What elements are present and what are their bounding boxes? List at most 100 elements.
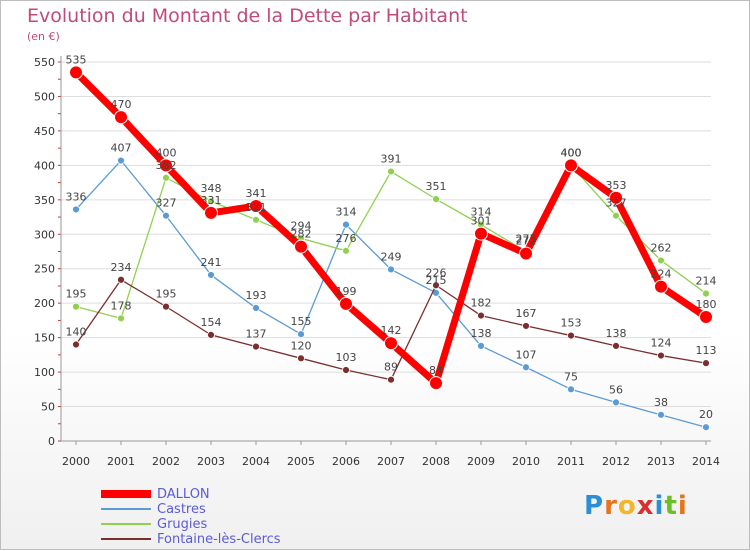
data-label: 351 (426, 180, 447, 193)
data-label: 262 (651, 241, 672, 254)
data-label: 314 (336, 206, 357, 219)
data-point (387, 167, 395, 176)
legend-item: Grugies (101, 516, 208, 532)
data-point (522, 322, 530, 330)
data-label: 215 (426, 274, 447, 287)
data-point (69, 65, 83, 80)
proxiti-logo: Proxiti (584, 491, 688, 521)
x-tick-label: 2010 (512, 455, 540, 468)
data-point (72, 302, 80, 311)
data-label: 241 (201, 256, 222, 269)
y-tick-label: 400 (34, 159, 55, 172)
x-tick-label: 2014 (692, 455, 720, 468)
logo-letter: i (654, 491, 665, 521)
data-point (432, 281, 440, 290)
data-point (609, 190, 623, 205)
data-point (387, 265, 395, 274)
chart-subtitle: (en €) (27, 30, 60, 43)
data-label: 382 (156, 159, 177, 172)
data-label: 137 (246, 328, 267, 341)
legend-label: Grugies (157, 516, 208, 532)
data-label: 182 (471, 297, 492, 310)
data-point (477, 311, 485, 320)
data-point (297, 354, 305, 363)
legend-item: DALLON (101, 487, 210, 502)
data-point (252, 342, 260, 351)
data-point (117, 156, 125, 165)
y-tick-label: 100 (34, 366, 55, 379)
x-tick-label: 2004 (242, 455, 270, 468)
logo-letter: i (677, 491, 688, 521)
data-label: 153 (561, 317, 582, 330)
data-point (699, 309, 713, 324)
logo-letter: P (584, 491, 605, 521)
x-tick-label: 2006 (332, 455, 360, 468)
data-point (297, 330, 305, 339)
data-label: 400 (561, 146, 582, 159)
data-point (519, 246, 533, 261)
legend-swatch (101, 508, 151, 510)
data-point (117, 314, 125, 323)
data-point (384, 336, 398, 351)
legend-label: Castres (157, 501, 206, 517)
data-label: 282 (291, 228, 312, 241)
x-tick-label: 2013 (647, 455, 675, 468)
data-label: 56 (609, 383, 623, 396)
data-label: 224 (651, 268, 672, 281)
data-label: 470 (111, 98, 132, 111)
data-label: 275 (516, 233, 537, 246)
data-label: 20 (699, 408, 713, 421)
y-tick-label: 0 (48, 435, 55, 448)
data-point (567, 331, 575, 340)
data-label: 400 (561, 146, 582, 159)
data-point (477, 342, 485, 350)
data-point (474, 226, 488, 241)
data-label: 336 (66, 190, 87, 203)
data-point (612, 398, 620, 407)
data-label: 276 (336, 232, 357, 245)
data-label: 314 (471, 206, 492, 219)
data-label: 193 (246, 289, 267, 302)
data-label: 327 (606, 197, 627, 210)
data-point (207, 330, 215, 339)
data-label: 167 (516, 307, 537, 320)
data-label: 75 (564, 370, 578, 383)
data-point (612, 342, 620, 350)
x-tick-label: 2002 (152, 455, 180, 468)
data-label: 234 (111, 261, 132, 274)
data-point (117, 275, 125, 284)
data-label: 103 (336, 351, 357, 364)
logo-letter: t (664, 491, 678, 521)
data-label: 120 (291, 339, 312, 352)
data-label: 294 (291, 219, 312, 232)
data-label: 341 (246, 187, 267, 200)
x-tick-label: 2005 (287, 455, 315, 468)
x-tick-label: 2008 (422, 455, 450, 468)
y-tick-label: 150 (34, 332, 55, 345)
data-point (339, 296, 353, 311)
data-point (252, 215, 260, 224)
x-tick-label: 2003 (197, 455, 225, 468)
data-point (657, 410, 665, 419)
legend-item: Fontaine-lès-Clercs (101, 531, 281, 547)
data-label: 321 (246, 201, 267, 214)
data-label: 249 (381, 250, 402, 263)
data-label: 199 (336, 285, 357, 298)
legend-swatch (101, 538, 151, 540)
data-point (702, 289, 710, 298)
x-tick-label: 2001 (107, 455, 135, 468)
x-tick-label: 2009 (467, 455, 495, 468)
data-label: 142 (381, 324, 402, 337)
data-label: 353 (606, 179, 627, 192)
data-point (207, 271, 215, 279)
y-tick-label: 450 (34, 125, 55, 138)
logo-letter: o (617, 491, 637, 521)
data-point (72, 205, 80, 214)
data-point (564, 158, 578, 173)
data-point (162, 211, 170, 220)
data-label: 226 (426, 266, 447, 279)
data-point (657, 256, 665, 265)
data-label: 113 (696, 344, 717, 357)
data-point (207, 197, 215, 206)
legend-label: Fontaine-lès-Clercs (157, 531, 281, 547)
